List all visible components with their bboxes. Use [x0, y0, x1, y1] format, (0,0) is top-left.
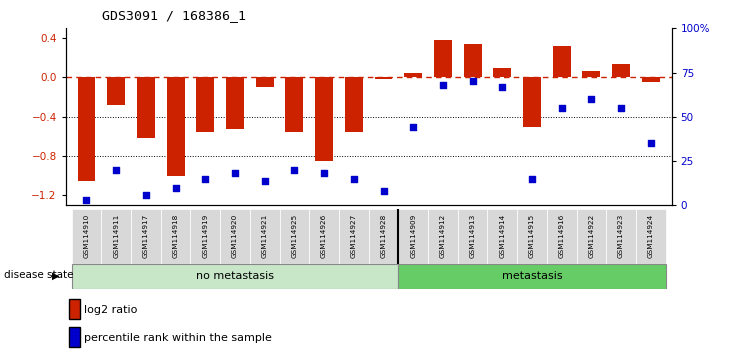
Point	[615, 105, 627, 111]
Point	[199, 176, 211, 182]
FancyBboxPatch shape	[636, 209, 666, 264]
FancyBboxPatch shape	[428, 209, 458, 264]
FancyBboxPatch shape	[250, 209, 280, 264]
Point	[288, 167, 300, 173]
FancyBboxPatch shape	[161, 209, 191, 264]
Bar	[404, 73, 422, 78]
FancyBboxPatch shape	[191, 209, 220, 264]
Bar	[255, 78, 274, 87]
Bar	[77, 78, 96, 181]
FancyBboxPatch shape	[606, 209, 636, 264]
Text: GSM114919: GSM114919	[202, 214, 208, 258]
Bar	[642, 78, 660, 82]
Bar	[285, 78, 303, 132]
Bar	[196, 78, 214, 132]
Text: metastasis: metastasis	[502, 271, 562, 281]
Text: GSM114920: GSM114920	[232, 214, 238, 258]
Bar	[464, 44, 482, 78]
FancyBboxPatch shape	[458, 209, 488, 264]
Bar	[166, 78, 185, 176]
FancyBboxPatch shape	[220, 209, 250, 264]
Text: GDS3091 / 168386_1: GDS3091 / 168386_1	[102, 9, 246, 22]
Point	[496, 84, 508, 90]
FancyBboxPatch shape	[339, 209, 369, 264]
Point	[377, 188, 389, 194]
Text: GSM114911: GSM114911	[113, 214, 119, 258]
Text: GSM114917: GSM114917	[143, 214, 149, 258]
Text: percentile rank within the sample: percentile rank within the sample	[84, 333, 272, 343]
Point	[170, 185, 182, 190]
FancyBboxPatch shape	[101, 209, 131, 264]
Bar	[374, 78, 393, 79]
Text: GSM114925: GSM114925	[291, 214, 297, 258]
Text: GSM114910: GSM114910	[83, 214, 90, 258]
FancyBboxPatch shape	[310, 209, 339, 264]
Bar	[345, 78, 363, 132]
Point	[259, 178, 271, 183]
FancyBboxPatch shape	[280, 209, 310, 264]
Bar	[315, 78, 333, 161]
Text: GSM114914: GSM114914	[499, 214, 505, 258]
Point	[645, 141, 657, 146]
Bar	[523, 78, 541, 127]
Bar	[226, 78, 244, 129]
Text: GSM114922: GSM114922	[588, 214, 594, 258]
FancyBboxPatch shape	[577, 209, 606, 264]
Text: log2 ratio: log2 ratio	[84, 305, 137, 315]
Point	[556, 105, 567, 111]
Point	[466, 79, 478, 84]
Point	[140, 192, 152, 198]
Text: disease state: disease state	[4, 270, 73, 280]
Point	[110, 167, 122, 173]
Text: GSM114926: GSM114926	[321, 214, 327, 258]
Text: GSM114916: GSM114916	[558, 214, 565, 258]
Point	[318, 171, 330, 176]
Point	[348, 176, 360, 182]
Text: GSM114909: GSM114909	[410, 214, 416, 258]
Text: GSM114921: GSM114921	[261, 214, 268, 258]
Text: GSM114912: GSM114912	[440, 214, 446, 258]
Text: no metastasis: no metastasis	[196, 271, 274, 281]
FancyBboxPatch shape	[399, 264, 666, 289]
FancyBboxPatch shape	[369, 209, 399, 264]
FancyBboxPatch shape	[488, 209, 517, 264]
Text: GSM114928: GSM114928	[380, 214, 386, 258]
Point	[229, 171, 241, 176]
Point	[437, 82, 449, 88]
FancyBboxPatch shape	[517, 209, 547, 264]
Point	[407, 125, 419, 130]
Bar	[434, 40, 452, 78]
Bar	[137, 78, 155, 138]
Bar	[583, 70, 600, 78]
Bar	[107, 78, 125, 105]
Text: ▶: ▶	[53, 270, 60, 280]
Point	[526, 176, 538, 182]
Text: GSM114915: GSM114915	[529, 214, 535, 258]
FancyBboxPatch shape	[72, 209, 101, 264]
Text: GSM114927: GSM114927	[351, 214, 357, 258]
FancyBboxPatch shape	[547, 209, 577, 264]
Point	[80, 197, 92, 203]
Text: GSM114924: GSM114924	[648, 214, 654, 258]
Bar	[493, 68, 511, 78]
FancyBboxPatch shape	[131, 209, 161, 264]
FancyBboxPatch shape	[72, 264, 399, 289]
Bar	[612, 64, 630, 78]
Text: GSM114918: GSM114918	[172, 214, 179, 258]
Point	[585, 96, 597, 102]
FancyBboxPatch shape	[399, 209, 428, 264]
Text: GSM114913: GSM114913	[469, 214, 476, 258]
Text: GSM114923: GSM114923	[618, 214, 624, 258]
Bar	[553, 46, 571, 78]
